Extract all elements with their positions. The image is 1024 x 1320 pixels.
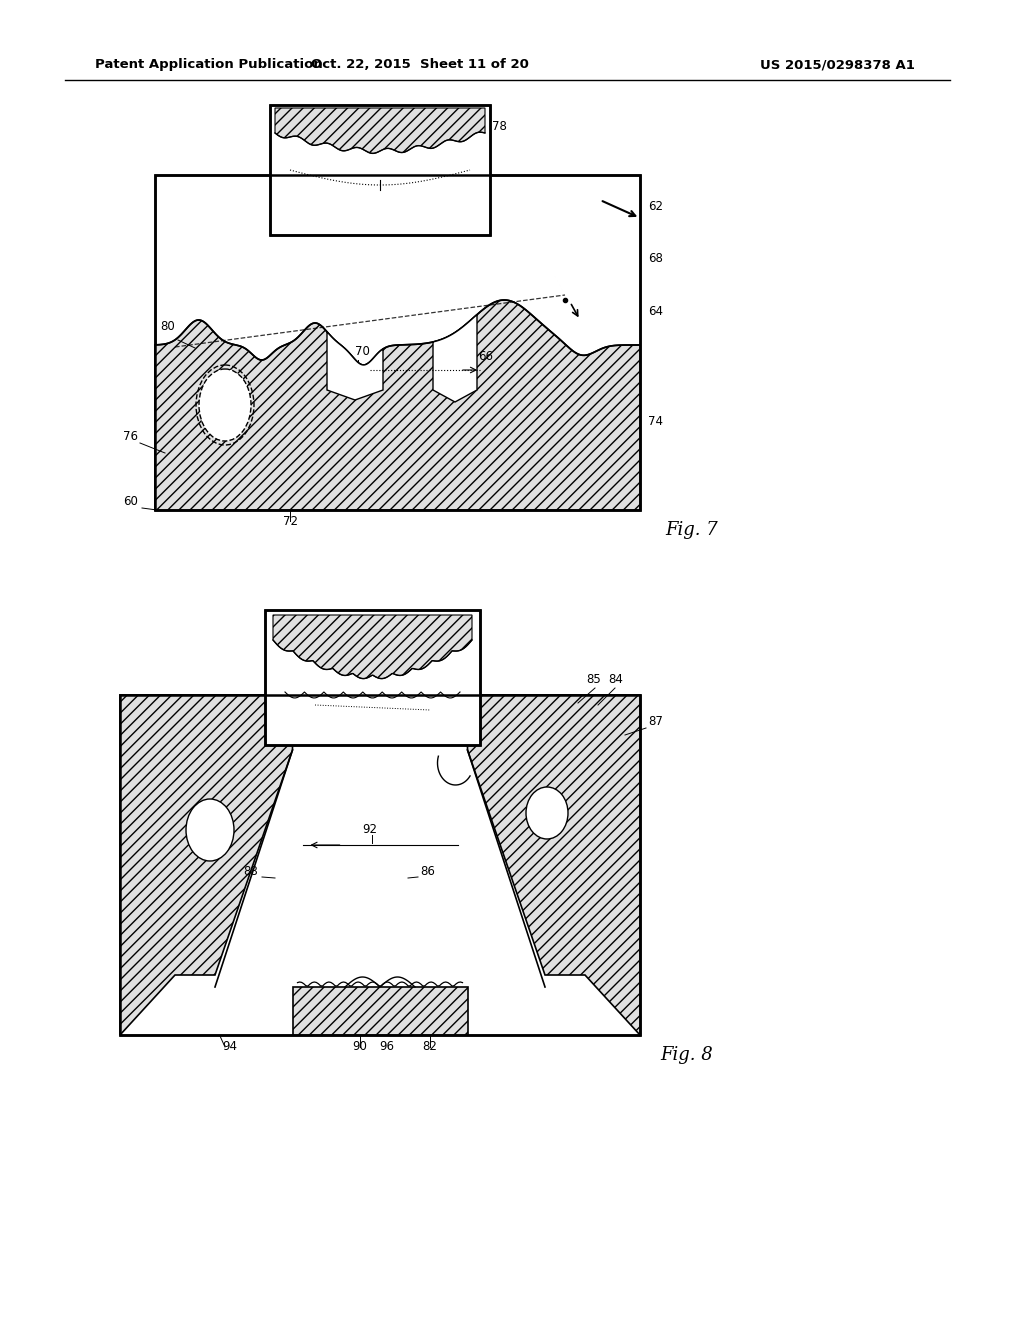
Text: 66: 66 (478, 350, 493, 363)
Text: 90: 90 (352, 1040, 368, 1053)
Polygon shape (120, 696, 640, 1035)
Polygon shape (155, 176, 640, 510)
Text: Patent Application Publication: Patent Application Publication (95, 58, 323, 71)
Text: 80: 80 (160, 319, 175, 333)
Text: 92: 92 (362, 822, 378, 836)
Text: 78: 78 (492, 120, 507, 133)
Text: Oct. 22, 2015  Sheet 11 of 20: Oct. 22, 2015 Sheet 11 of 20 (311, 58, 529, 71)
Ellipse shape (526, 787, 568, 840)
Text: 88: 88 (244, 865, 258, 878)
Text: US 2015/0298378 A1: US 2015/0298378 A1 (760, 58, 914, 71)
Text: 87: 87 (648, 715, 663, 729)
Text: 82: 82 (423, 1040, 437, 1053)
Polygon shape (327, 331, 383, 400)
Text: 85: 85 (586, 673, 601, 686)
Text: 98: 98 (360, 628, 375, 642)
Text: 64: 64 (648, 305, 663, 318)
Text: 94: 94 (222, 1040, 238, 1053)
Text: 74: 74 (648, 414, 663, 428)
Polygon shape (270, 106, 490, 235)
Text: 70: 70 (355, 345, 370, 358)
Polygon shape (265, 610, 480, 744)
Text: 84: 84 (608, 673, 623, 686)
Ellipse shape (199, 370, 251, 441)
Polygon shape (275, 108, 485, 153)
Ellipse shape (186, 799, 234, 861)
Polygon shape (120, 696, 293, 1035)
Text: 80: 80 (365, 190, 379, 203)
Text: 76: 76 (123, 430, 138, 444)
Text: 60: 60 (123, 495, 138, 508)
Polygon shape (293, 987, 468, 1035)
Polygon shape (433, 314, 477, 403)
Text: Fig. 8: Fig. 8 (660, 1045, 713, 1064)
Text: 96: 96 (380, 1040, 394, 1053)
Text: 72: 72 (283, 515, 298, 528)
Text: Fig. 7: Fig. 7 (665, 521, 718, 539)
Polygon shape (155, 300, 640, 510)
Polygon shape (468, 696, 640, 1035)
Text: 62: 62 (648, 201, 663, 213)
Text: 86: 86 (420, 865, 435, 878)
Text: 68: 68 (648, 252, 663, 265)
Polygon shape (273, 615, 472, 678)
